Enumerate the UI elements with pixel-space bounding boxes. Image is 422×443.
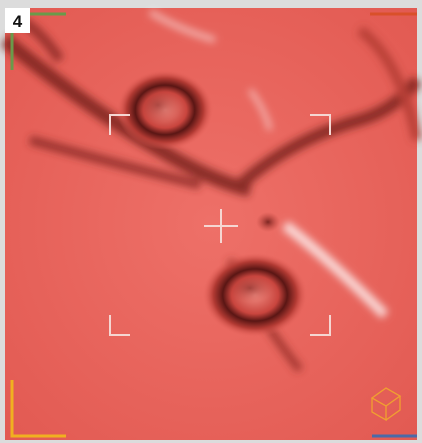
- axis-indicators: [10, 12, 417, 438]
- render-view: [0, 8, 422, 440]
- viewfinder: [109, 114, 331, 336]
- orientation-cube: [370, 387, 402, 422]
- panel-label: 4: [5, 8, 30, 33]
- panel-number: 4: [13, 12, 23, 31]
